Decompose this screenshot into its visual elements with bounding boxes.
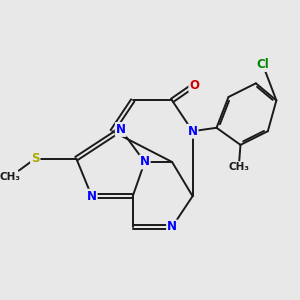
Text: N: N <box>167 220 177 233</box>
Text: N: N <box>87 190 97 203</box>
Text: N: N <box>188 125 198 138</box>
Text: CH₃: CH₃ <box>228 162 249 172</box>
Text: N: N <box>140 155 150 169</box>
Text: CH₃: CH₃ <box>0 172 20 182</box>
Text: S: S <box>31 152 40 165</box>
Text: Cl: Cl <box>256 58 269 71</box>
Text: O: O <box>189 79 199 92</box>
Text: N: N <box>116 123 126 136</box>
